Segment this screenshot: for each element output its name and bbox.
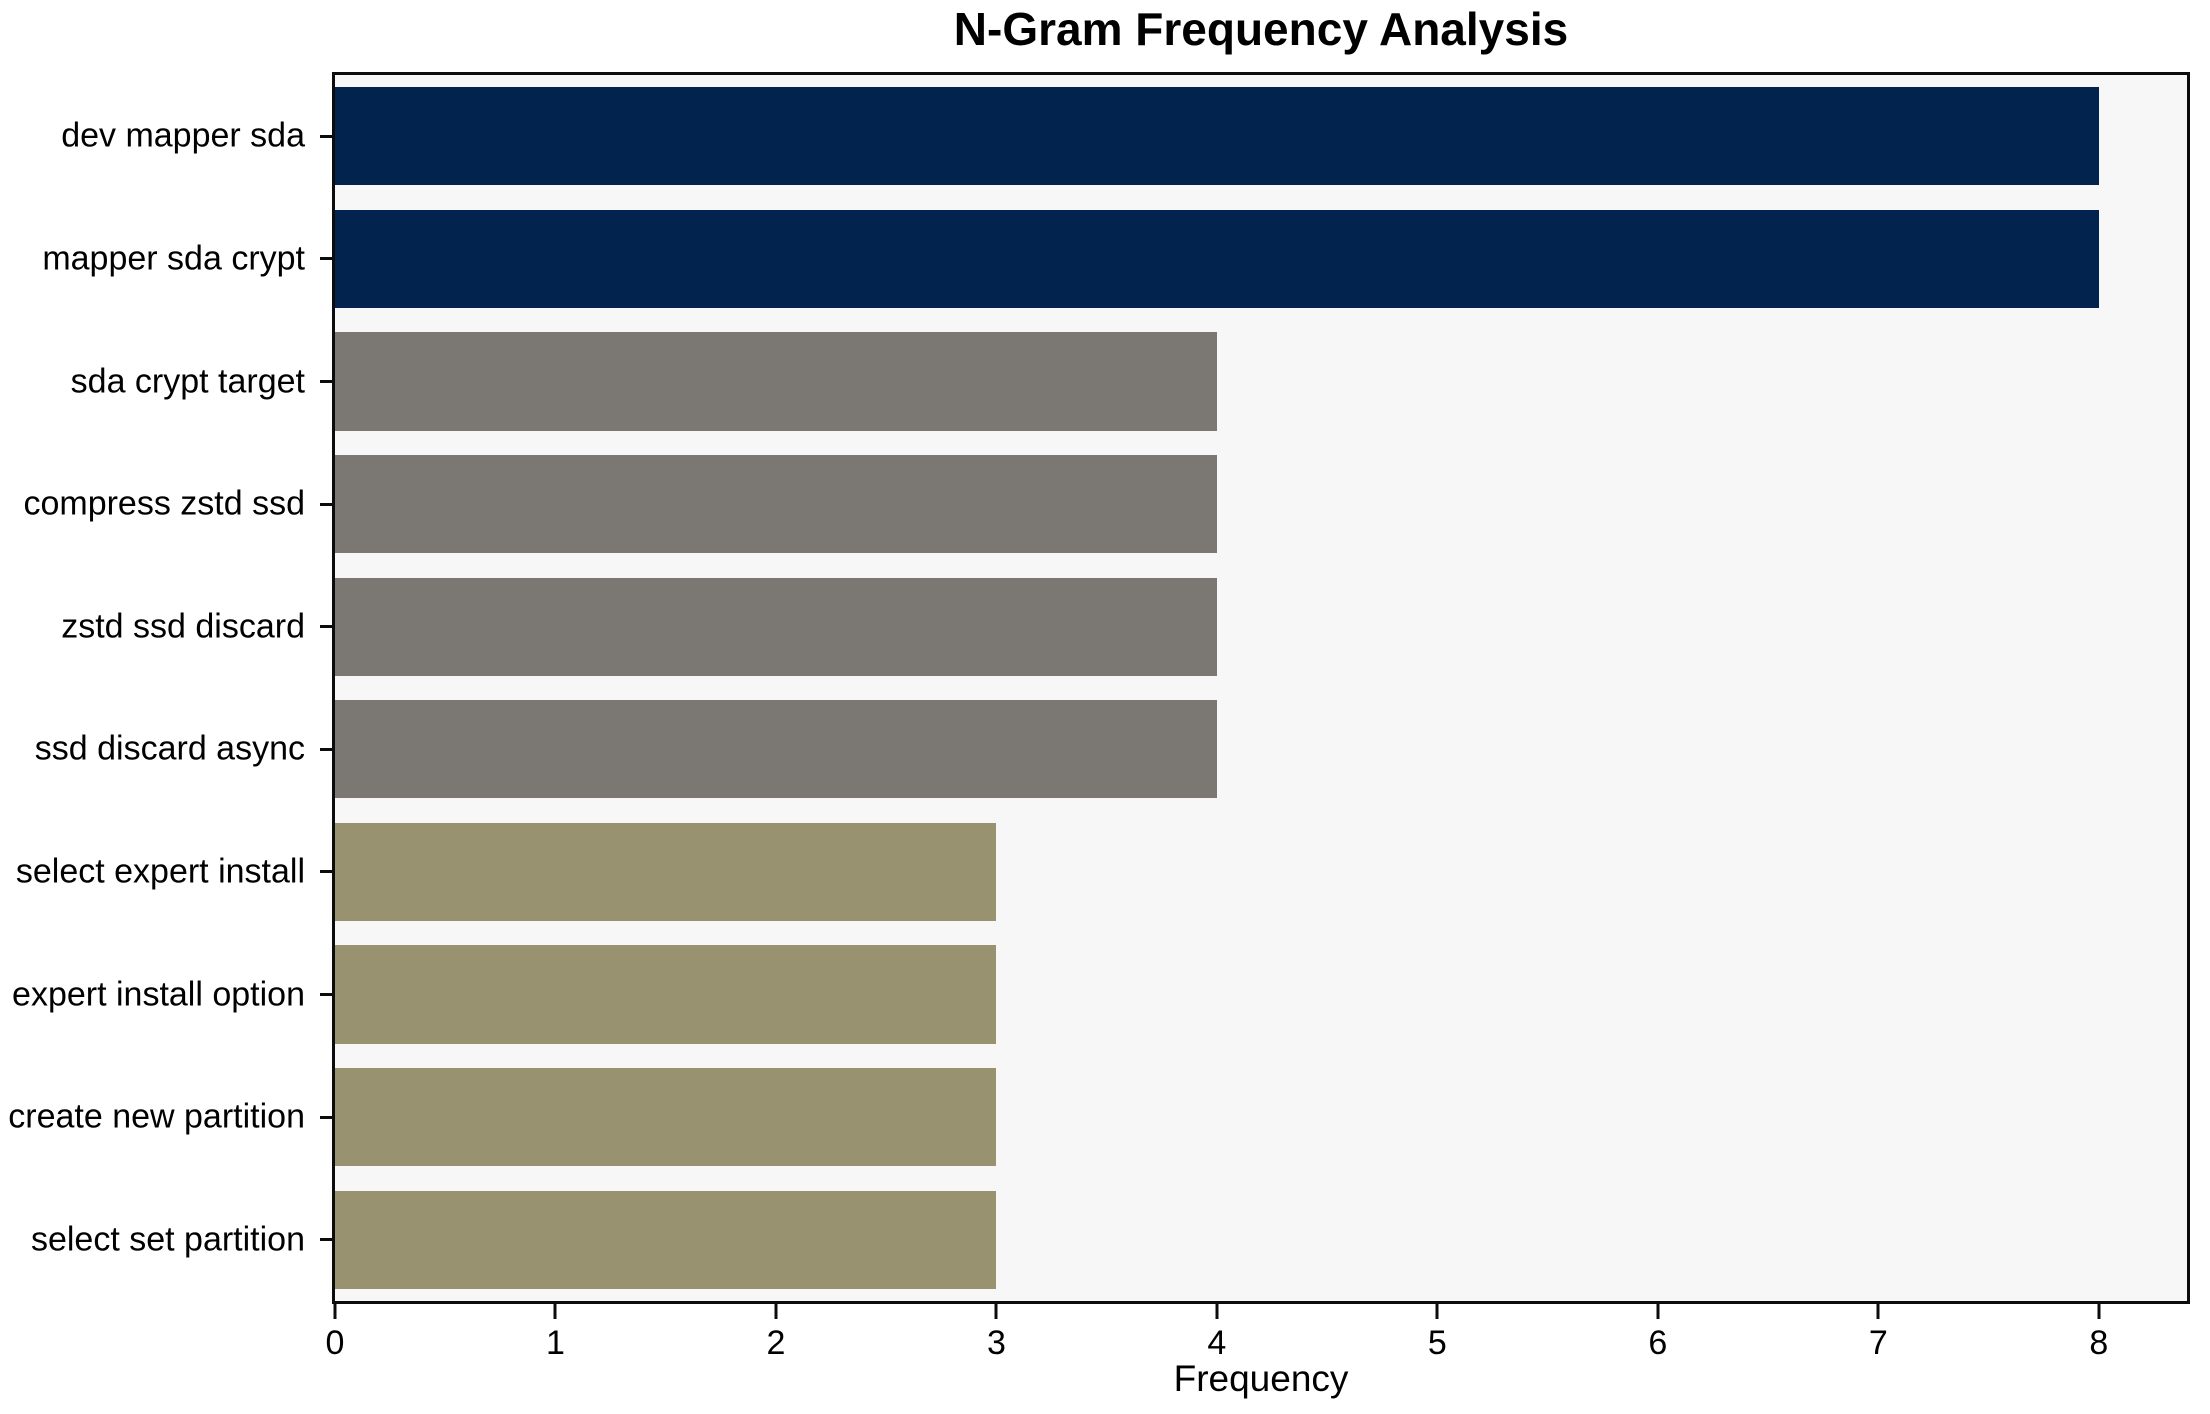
y-tick-label: mapper sda crypt (42, 239, 305, 278)
x-axis-tick (553, 1304, 557, 1319)
chart-title: N-Gram Frequency Analysis (953, 3, 1569, 55)
x-tick-label: 0 (325, 1324, 345, 1362)
y-axis-tick (320, 747, 332, 751)
x-tick-label: 7 (1868, 1324, 1888, 1362)
x-tick-label: 4 (1207, 1324, 1227, 1362)
y-axis-tick (320, 1238, 332, 1242)
y-axis-tick (320, 870, 332, 874)
y-tick-label: compress zstd ssd (23, 484, 305, 523)
x-axis-tick (774, 1304, 778, 1319)
y-axis-tick (320, 993, 332, 996)
x-axis-title: Frequency (1173, 1358, 1349, 1399)
x-tick-label: 6 (1648, 1324, 1668, 1362)
bar-zstd-ssd-discard (335, 577, 1217, 676)
x-axis-tick (2097, 1304, 2101, 1319)
x-axis-tick (1435, 1304, 1439, 1319)
x-axis-tick (1876, 1304, 1880, 1319)
bar-mapper-sda-crypt (335, 209, 2099, 308)
y-tick-label: select expert install (15, 852, 305, 891)
bar-create-new-partition (335, 1068, 997, 1167)
x-tick-label: 8 (2089, 1324, 2109, 1362)
y-tick-label: select set partition (30, 1220, 305, 1259)
x-axis-tick (1215, 1304, 1219, 1319)
bar-compress-zstd-ssd (335, 455, 1217, 554)
y-axis-tick (320, 1115, 332, 1119)
x-tick-label: 1 (546, 1324, 565, 1362)
y-tick-label: dev mapper sda (61, 116, 305, 155)
y-axis-tick (320, 134, 332, 138)
y-tick-label: expert install option (12, 975, 305, 1013)
x-tick-label: 2 (766, 1324, 786, 1362)
y-tick-label: ssd discard async (34, 729, 305, 768)
y-tick-label: zstd ssd discard (61, 607, 305, 646)
x-tick-label: 3 (986, 1324, 1006, 1362)
y-tick-label: sda crypt target (70, 362, 305, 400)
bar-dev-mapper-sda (335, 87, 2099, 186)
y-axis-tick (320, 257, 332, 261)
bar-select-set-partition (335, 1190, 997, 1289)
bar-ssd-discard-async (335, 700, 1217, 799)
x-axis-tick (1656, 1304, 1660, 1319)
y-axis-tick (320, 502, 332, 506)
bar-select-expert-install (335, 822, 997, 921)
bar-sda-crypt-target (335, 332, 1217, 431)
x-axis-tick (994, 1304, 998, 1319)
y-axis-tick (320, 380, 332, 383)
y-axis-tick (320, 625, 332, 629)
y-tick-label: create new partition (8, 1097, 305, 1136)
x-axis-tick (333, 1304, 337, 1319)
plot-area: dev mapper sda mapper sda crypt sda crypt … (8, 72, 2190, 1362)
x-tick-label: 5 (1427, 1324, 1447, 1362)
bar-expert-install-option (335, 945, 997, 1044)
